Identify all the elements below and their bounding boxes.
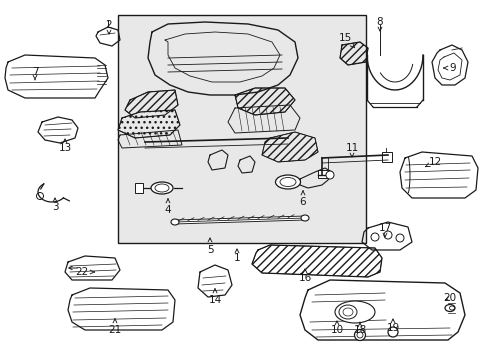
Circle shape xyxy=(387,327,397,337)
Text: 14: 14 xyxy=(208,289,221,305)
Bar xyxy=(317,170,327,178)
Text: 20: 20 xyxy=(443,293,456,303)
Text: 4: 4 xyxy=(164,199,171,215)
Circle shape xyxy=(354,329,365,341)
Circle shape xyxy=(395,234,403,242)
Ellipse shape xyxy=(301,215,308,221)
Text: 5: 5 xyxy=(206,238,213,255)
Text: 3: 3 xyxy=(52,198,58,212)
Text: 12: 12 xyxy=(425,157,441,167)
Bar xyxy=(381,152,391,162)
Text: 19: 19 xyxy=(386,319,399,333)
Text: 17: 17 xyxy=(378,223,391,237)
Text: 2: 2 xyxy=(105,20,112,34)
Text: 16: 16 xyxy=(298,269,311,283)
Ellipse shape xyxy=(171,219,179,225)
Text: 18: 18 xyxy=(353,322,366,335)
Circle shape xyxy=(37,193,43,199)
Ellipse shape xyxy=(275,175,300,189)
Ellipse shape xyxy=(342,308,352,316)
Text: 10: 10 xyxy=(330,321,343,335)
Bar xyxy=(118,15,365,243)
Circle shape xyxy=(370,233,378,241)
Text: 21: 21 xyxy=(108,319,122,335)
Ellipse shape xyxy=(280,177,295,186)
Text: 9: 9 xyxy=(443,63,455,73)
Polygon shape xyxy=(118,110,180,138)
Text: 15: 15 xyxy=(338,33,354,48)
Text: 6: 6 xyxy=(299,191,305,207)
Circle shape xyxy=(356,332,362,338)
Text: 11: 11 xyxy=(345,143,358,157)
Ellipse shape xyxy=(155,184,169,192)
Ellipse shape xyxy=(151,182,173,194)
Circle shape xyxy=(325,171,333,179)
Ellipse shape xyxy=(338,305,356,319)
Text: 13: 13 xyxy=(58,139,71,153)
Text: 1: 1 xyxy=(233,249,240,263)
Ellipse shape xyxy=(334,301,374,323)
Ellipse shape xyxy=(448,306,453,310)
Text: 22: 22 xyxy=(75,267,94,277)
Bar xyxy=(135,183,142,193)
Circle shape xyxy=(383,231,391,239)
Text: 8: 8 xyxy=(376,17,383,31)
Ellipse shape xyxy=(444,305,454,311)
Text: 7: 7 xyxy=(32,67,38,80)
